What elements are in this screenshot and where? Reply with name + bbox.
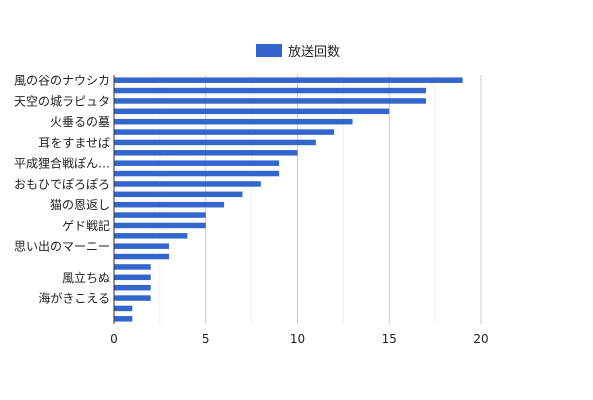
bar [114, 233, 188, 239]
bar [114, 212, 206, 218]
bar [114, 222, 206, 229]
bar [114, 253, 170, 260]
x-tick-label: 5 [202, 332, 210, 346]
legend-label: 放送回数 [288, 44, 341, 60]
x-tick-label: 0 [110, 332, 118, 346]
bar [114, 274, 151, 281]
bar [114, 316, 133, 322]
chart-legend[interactable]: 放送回数 [256, 42, 341, 60]
bar [114, 284, 151, 291]
bar [114, 191, 243, 198]
legend-swatch [256, 43, 282, 57]
category-label: 平成狸合戦ぽん… [14, 156, 110, 171]
bar [114, 243, 170, 249]
category-label: 思い出のマーニー [14, 240, 110, 254]
bar [114, 305, 133, 312]
x-tick-label: 20 [473, 332, 488, 346]
category-label: 海がきこえる [38, 291, 110, 306]
bar [114, 139, 316, 146]
bar [114, 108, 390, 115]
bar [114, 170, 280, 177]
x-tick-label: 10 [290, 332, 305, 346]
bar [114, 87, 426, 94]
category-label: 耳をすませば [38, 136, 110, 150]
category-label: 風立ちぬ [62, 270, 110, 285]
bar [114, 129, 335, 135]
bar [114, 160, 280, 166]
bar [114, 264, 151, 270]
bar [114, 118, 353, 125]
category-label: ゲド戦記 [62, 218, 110, 233]
bar [114, 150, 298, 156]
bar [114, 181, 261, 187]
bar [114, 98, 426, 104]
category-label: おもひでぽろぽろ [14, 177, 110, 191]
bar [114, 295, 151, 301]
category-label: 天空の城ラピュタ [14, 94, 110, 108]
category-label: 風の谷のナウシカ [14, 74, 110, 88]
x-tick-label: 15 [382, 332, 397, 346]
bar [114, 77, 463, 83]
category-label: 火垂るの墓 [50, 115, 110, 129]
category-label: 猫の恩返し [50, 198, 110, 212]
bar [114, 201, 225, 208]
